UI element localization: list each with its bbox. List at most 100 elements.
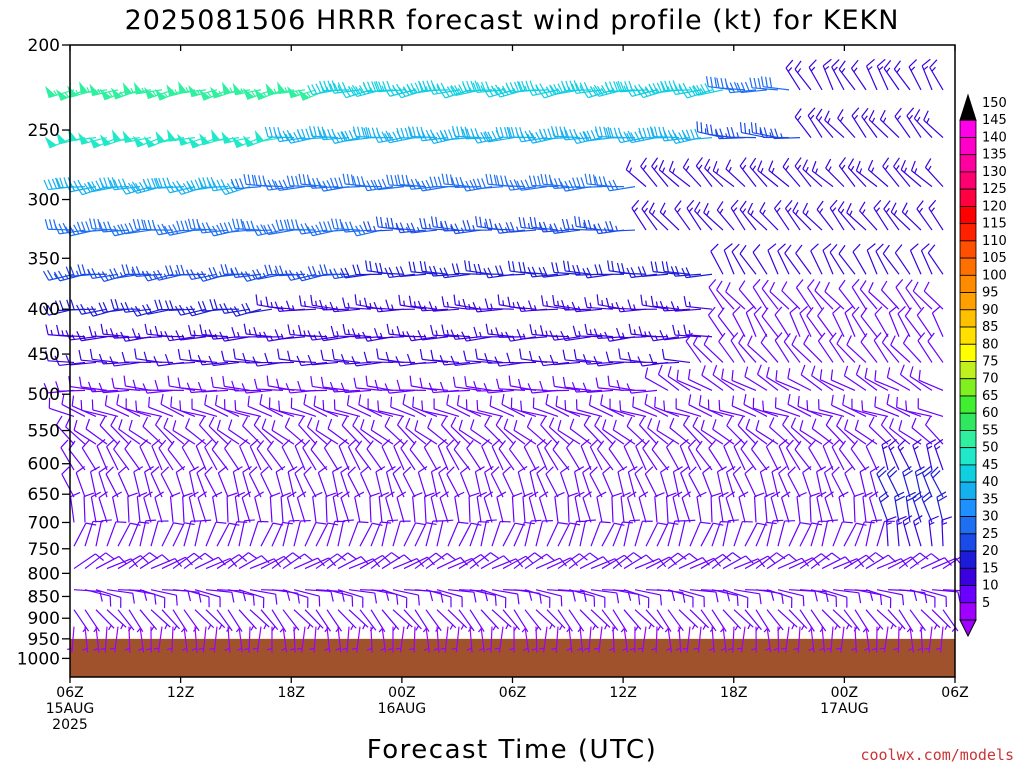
barb-staff (773, 208, 790, 231)
barb-staff (103, 389, 130, 394)
barb-full-feather (867, 159, 874, 170)
barb-full-feather (280, 492, 292, 498)
barb-half-feather (688, 301, 691, 307)
barb-full-feather (69, 266, 75, 277)
barb-staff (708, 286, 724, 310)
wind-barb (843, 522, 867, 547)
wind-barb (909, 243, 922, 275)
barb-staff (757, 169, 779, 188)
barb-full-feather (777, 243, 786, 252)
barb-half-feather (893, 210, 898, 216)
barb-staff (774, 314, 790, 338)
barb-full-feather (398, 87, 406, 97)
barb-full-feather (428, 382, 434, 393)
barb-half-feather (810, 66, 816, 72)
wind-barb (829, 199, 845, 231)
barb-full-feather (373, 328, 379, 339)
wind-barb (395, 266, 427, 278)
barb-half-feather (828, 166, 832, 172)
barb-full-feather (594, 264, 599, 275)
barb-full-feather (869, 466, 880, 473)
barb-full-feather (354, 491, 365, 498)
barb-full-feather (236, 218, 240, 230)
wind-barb (549, 330, 581, 341)
wind-barb (386, 217, 416, 231)
barb-half-feather (229, 87, 233, 93)
barb-full-feather (419, 260, 423, 272)
barb-half-feather (696, 209, 701, 215)
wind-barb (659, 202, 680, 231)
barb-full-feather (545, 86, 553, 96)
wind-barb (352, 176, 383, 188)
barb-staff (433, 273, 460, 277)
barb-full-feather (172, 224, 179, 234)
barb-pennant (253, 88, 266, 101)
barb-full-feather (862, 491, 873, 498)
barb-full-feather (387, 85, 395, 96)
barb-staff (675, 308, 702, 312)
barb-half-feather (884, 164, 889, 170)
barb-staff (359, 522, 373, 547)
barb-full-feather (85, 221, 90, 232)
barb-pennant (154, 88, 168, 101)
barb-staff (301, 183, 328, 188)
barb-staff (658, 169, 680, 188)
wind-barb (883, 200, 900, 231)
barb-staff (495, 424, 515, 445)
barb-full-feather (439, 381, 445, 393)
barb-staff (785, 447, 801, 471)
barb-staff (422, 308, 449, 312)
barb-full-feather (778, 466, 788, 474)
barb-half-feather (672, 168, 676, 174)
barb-full-feather (633, 552, 643, 560)
wind-barb (682, 158, 702, 188)
barb-staff (790, 426, 812, 445)
barb-full-feather (109, 328, 115, 339)
wind-barb (810, 243, 823, 275)
wind-barb (716, 280, 735, 310)
barb-half-feather (870, 167, 875, 173)
barb-staff (825, 424, 845, 445)
wind-barb (249, 520, 269, 547)
barb-full-feather (501, 394, 505, 405)
barb-staff (269, 407, 295, 418)
barb-full-feather (572, 591, 576, 602)
wind-barb (96, 438, 108, 471)
barb-staff (675, 408, 702, 418)
barb-staff (261, 428, 284, 445)
barb-full-feather (130, 522, 141, 526)
barb-full-feather (489, 174, 493, 185)
barb-full-feather (865, 554, 875, 563)
wind-barb (197, 381, 229, 393)
barb-full-feather (568, 180, 575, 190)
barb-full-feather (566, 439, 574, 449)
barb-staff (700, 553, 724, 570)
barb-staff (205, 521, 217, 547)
barb-full-feather (535, 131, 542, 142)
barb-full-feather (770, 491, 781, 498)
barb-full-feather (399, 222, 405, 233)
barb-full-feather (418, 465, 428, 473)
barb-full-feather (851, 59, 859, 69)
barb-staff (712, 374, 735, 391)
wind-barb (474, 348, 504, 364)
barb-staff (759, 471, 768, 498)
barb-full-feather (476, 491, 487, 498)
wind-barb (549, 354, 581, 366)
barb-full-feather (204, 394, 208, 405)
barb-full-feather (347, 86, 355, 96)
barb-staff (807, 287, 823, 310)
barb-full-feather (672, 324, 676, 336)
barb-staff (717, 315, 735, 338)
wind-barb (220, 264, 251, 275)
barb-full-feather (522, 492, 533, 498)
barb-full-feather (386, 323, 390, 335)
barb-staff (433, 308, 460, 312)
barb-full-feather (359, 224, 366, 235)
barb-full-feather (654, 396, 657, 408)
barb-full-feather (222, 375, 225, 387)
barb-staff (352, 425, 372, 445)
barb-half-feather (306, 273, 311, 280)
wind-barb (485, 323, 515, 338)
barb-full-feather (352, 264, 357, 275)
